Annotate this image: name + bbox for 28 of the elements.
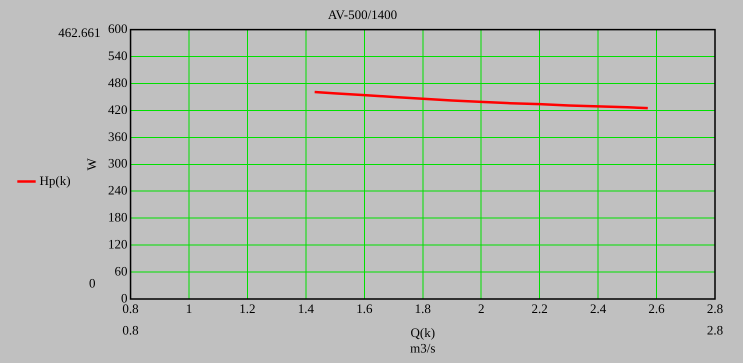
- text: 0.8: [122, 322, 139, 338]
- x-tick-label: 2.4: [590, 301, 607, 316]
- y-tick-label: 480: [108, 74, 128, 90]
- chart-title: AV-500/1400: [328, 7, 398, 22]
- x-tick-label: 1.4: [298, 301, 315, 316]
- x-tick-label: 2.8: [706, 301, 724, 316]
- x-tick-label: 2.2: [532, 301, 548, 316]
- x-tick-label: 1: [186, 301, 192, 316]
- x-tick-label: 2.6: [648, 301, 666, 316]
- x-tick-label: 1.6: [356, 301, 373, 316]
- y-tick-label: 360: [108, 128, 128, 144]
- y-tick-label: 300: [108, 156, 128, 171]
- y-tick-label: 240: [108, 182, 128, 198]
- x-axis-title: Q(k) m3/s: [410, 325, 436, 356]
- y-tick-label: 180: [108, 210, 128, 225]
- x-tick-label: 1.8: [414, 301, 431, 316]
- y-tick-label: 120: [108, 236, 128, 252]
- y-tick-label: 600: [108, 21, 128, 36]
- y-axis-title: W: [84, 157, 99, 170]
- y-tick-label: 60: [114, 263, 128, 278]
- x-tick-label: 1.2: [239, 301, 256, 316]
- y-tick-label: 420: [108, 102, 128, 117]
- text: 462.661: [58, 25, 101, 40]
- legend-label: Hp(k): [40, 172, 71, 188]
- text: 0: [89, 275, 96, 290]
- x-tick-label: 2: [478, 301, 484, 316]
- y-tick-label: 540: [108, 48, 128, 63]
- text: 2.8: [706, 322, 724, 338]
